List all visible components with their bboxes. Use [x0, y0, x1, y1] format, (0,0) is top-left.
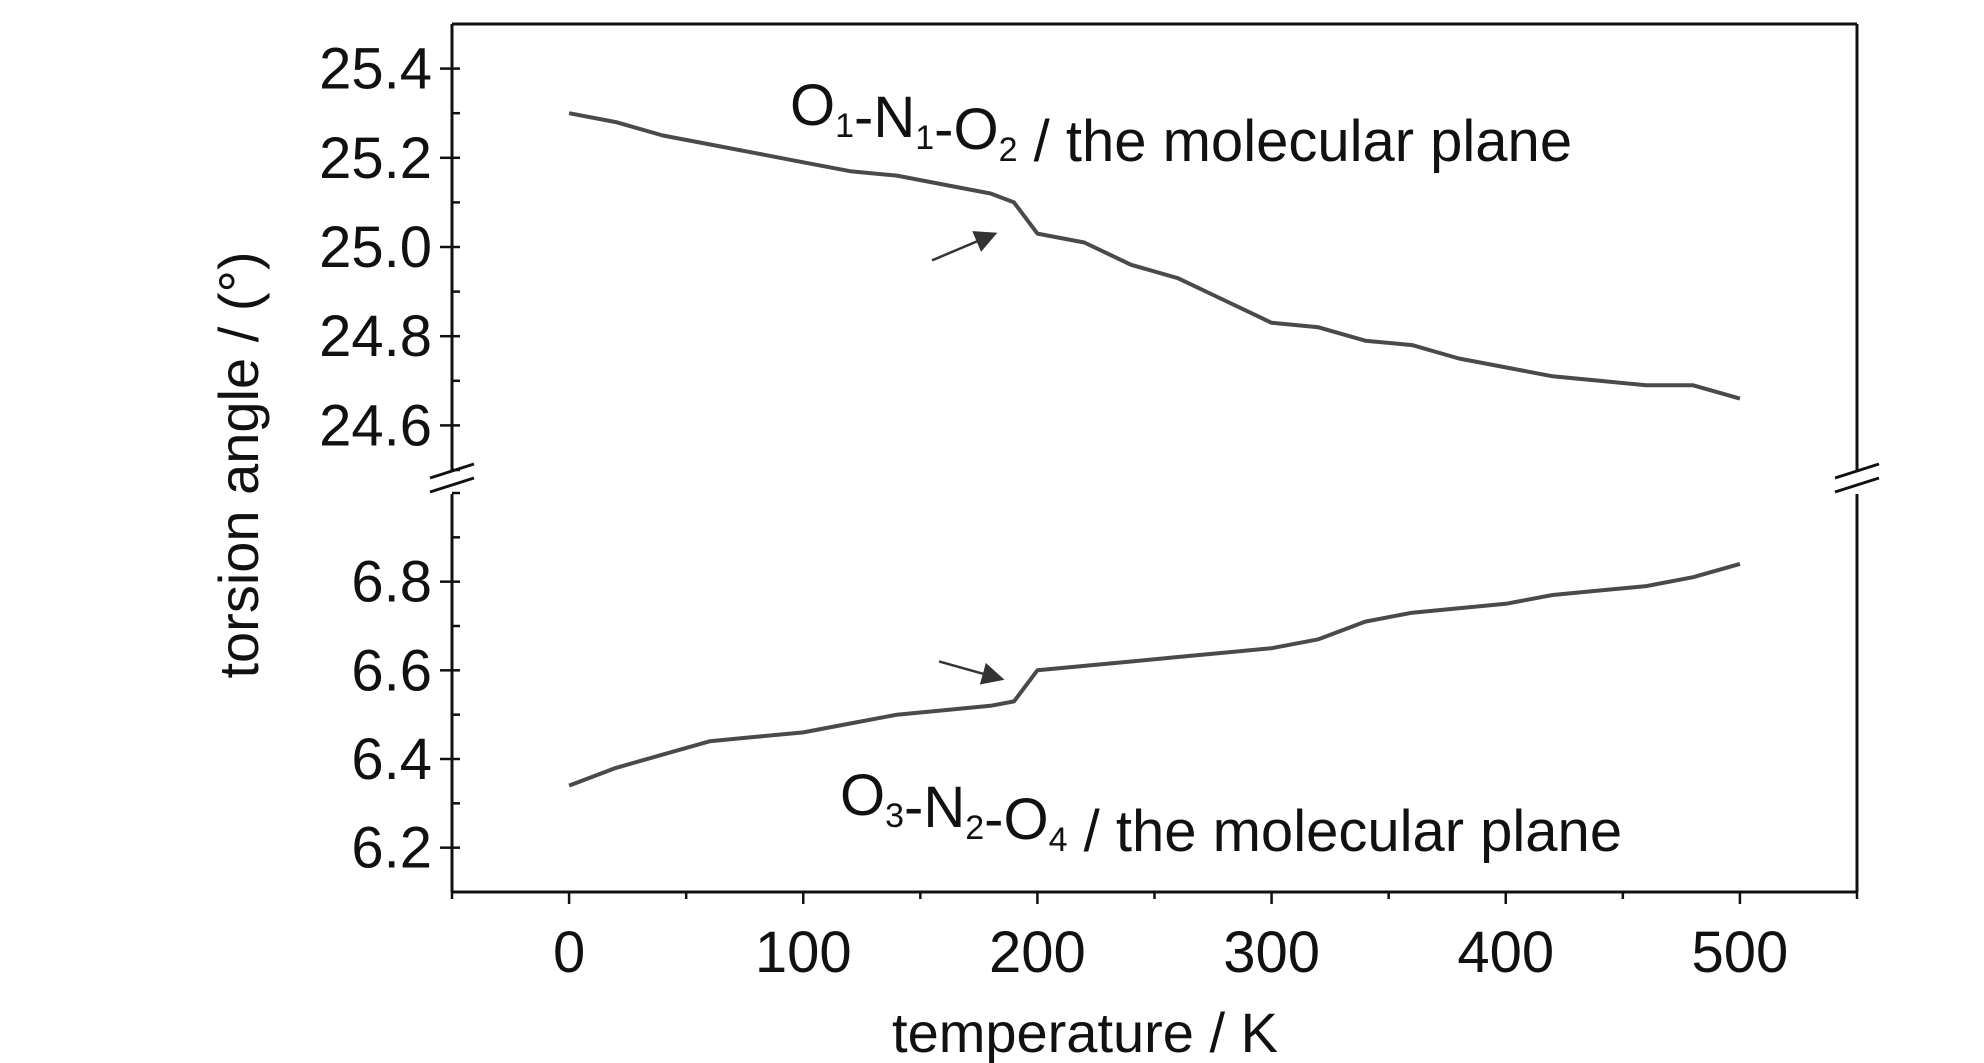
lower-arrow [938, 660, 1005, 685]
label-subscript: 4 [1049, 821, 1068, 859]
y-tick-label: 24.6 [319, 393, 432, 458]
y-axis-title: torsion angle / (°) [207, 251, 270, 678]
label-text: O [840, 763, 885, 828]
label-text: / the molecular plane [1018, 109, 1573, 174]
lower-series-label: O3-N2-O4 / the molecular plane [840, 763, 1622, 864]
left-axis-break-mark [429, 476, 475, 494]
y-tick-label: 25.0 [319, 215, 432, 280]
axis-ticks [440, 22, 1859, 904]
y-tick-label: 25.2 [319, 126, 432, 191]
lower-series-line [568, 561, 1741, 788]
label-subscript: 2 [965, 809, 984, 847]
right-axis-break-mark [1834, 462, 1880, 480]
x-tick-label: 300 [1223, 920, 1320, 985]
label-text: -N [854, 85, 915, 150]
upper-arrow [931, 231, 998, 262]
series-layer [568, 111, 1741, 788]
y-tick-label: 24.8 [319, 304, 432, 369]
y-tick-label: 6.8 [351, 550, 432, 615]
x-tick-label: 400 [1457, 920, 1554, 985]
upper-series-label: O1-N1-O2 / the molecular plane [790, 73, 1572, 174]
y-tick-label: 6.4 [351, 727, 432, 792]
x-tick-label: 500 [1692, 920, 1789, 985]
y-tick-label: 6.6 [351, 638, 432, 703]
upper-series-line [568, 111, 1741, 401]
label-subscript: 1 [915, 119, 934, 157]
label-subscript: 2 [999, 131, 1018, 169]
x-axis-title: temperature / K [892, 1001, 1278, 1063]
label-subscript: 1 [835, 107, 854, 145]
x-tick-label: 200 [989, 920, 1086, 985]
y-tick-label: 6.2 [351, 816, 432, 881]
x-tick-label: 0 [553, 920, 585, 985]
labels-layer: 0 100 200 300 400 50025.425.225.024.824.6O1-N… [319, 37, 1788, 985]
label-text: O [790, 73, 835, 138]
right-axis-break-mark [1834, 476, 1880, 494]
label-text: -N [904, 775, 965, 840]
label-text: -O [984, 787, 1048, 852]
y-tick-label: 25.4 [319, 37, 432, 102]
label-text: -O [934, 97, 998, 162]
label-subscript: 3 [885, 797, 904, 835]
x-tick-label: 100 [755, 920, 852, 985]
label-text: / the molecular plane [1068, 799, 1623, 864]
